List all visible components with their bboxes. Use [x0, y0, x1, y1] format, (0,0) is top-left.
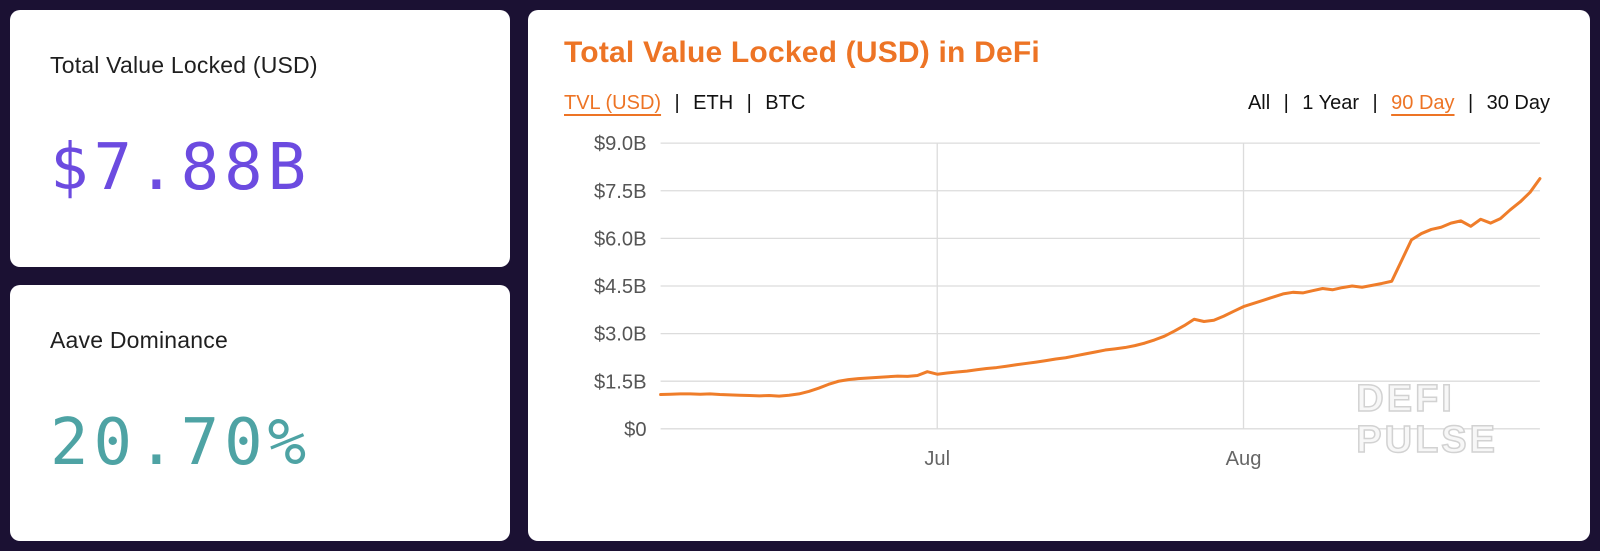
range-tabs: All | 1 Year | 90 Day | 30 Day: [1248, 92, 1550, 115]
tvl-chart-card: Total Value Locked (USD) in DeFi TVL (US…: [528, 10, 1590, 541]
tvl-summary-value: $7.88B: [50, 131, 312, 205]
svg-text:$0: $0: [624, 419, 646, 441]
svg-text:$4.5B: $4.5B: [594, 276, 647, 298]
tab-range-all[interactable]: All: [1247, 92, 1271, 114]
separator: |: [1467, 92, 1474, 114]
aave-dominance-value: 20.70%: [50, 405, 312, 480]
separator: |: [746, 92, 752, 114]
watermark-line-2: PULSE: [1356, 418, 1498, 462]
separator: |: [1372, 92, 1378, 114]
stats-column: Total Value Locked (USD) $7.88B Aave Dom…: [10, 10, 510, 541]
tab-range-90-day[interactable]: 90 Day: [1391, 92, 1455, 114]
aave-dominance-label: Aave Dominance: [50, 326, 228, 353]
defipulse-watermark: DEFI PULSE: [1356, 377, 1498, 462]
svg-text:Jul: Jul: [924, 448, 950, 470]
tab-btc[interactable]: BTC: [765, 92, 806, 114]
chart-area: $0 $1.5B $3.0B $4.5B $6.0B $7.5B $9.0B Jul Aug D…: [564, 125, 1550, 525]
tvl-summary-label: Total Value Locked (USD): [50, 52, 318, 78]
aave-dominance-card: Aave Dominance 20.70%: [10, 284, 510, 541]
svg-text:$1.5B: $1.5B: [594, 371, 647, 393]
tab-range-1-year[interactable]: 1 Year: [1302, 92, 1360, 114]
chart-title: Total Value Locked (USD) in DeFi: [564, 36, 1040, 69]
chart-controls: TVL (USD) | ETH | BTC All | 1 Year | 90 …: [564, 92, 1550, 115]
svg-text:$6.0B: $6.0B: [594, 228, 647, 250]
svg-text:$9.0B: $9.0B: [594, 133, 647, 155]
svg-text:$3.0B: $3.0B: [594, 324, 647, 346]
series-tabs: TVL (USD) | ETH | BTC: [564, 92, 805, 115]
svg-text:Aug: Aug: [1226, 448, 1262, 470]
tab-eth[interactable]: ETH: [693, 92, 734, 114]
tab-tvl-usd[interactable]: TVL (USD): [564, 92, 662, 114]
separator: |: [1283, 92, 1289, 114]
svg-text:$7.5B: $7.5B: [594, 181, 647, 203]
dashboard: Total Value Locked (USD) $7.88B Aave Dom…: [10, 10, 1590, 541]
separator: |: [674, 92, 680, 114]
tvl-line-chart[interactable]: $0 $1.5B $3.0B $4.5B $6.0B $7.5B $9.0B Jul Aug: [564, 125, 1550, 479]
tvl-summary-card: Total Value Locked (USD) $7.88B: [10, 10, 510, 267]
tab-range-30-day[interactable]: 30 Day: [1486, 92, 1550, 114]
watermark-line-1: DEFI: [1356, 377, 1455, 421]
